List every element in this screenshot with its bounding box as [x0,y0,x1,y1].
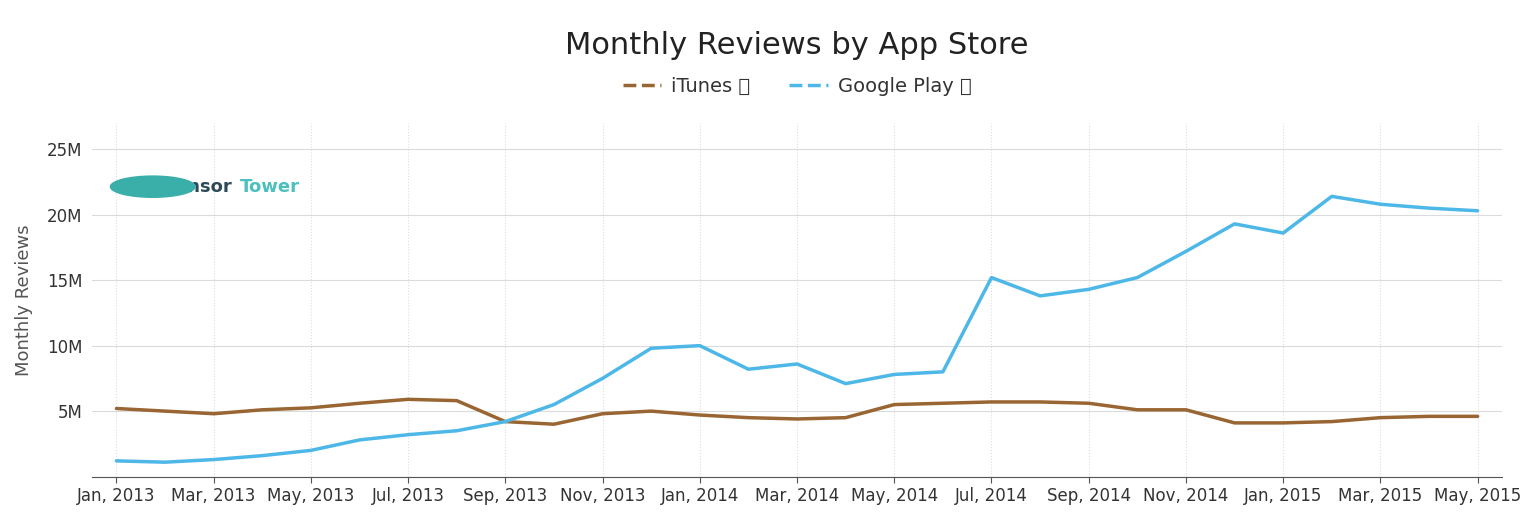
Text: Sensor: Sensor [163,178,233,196]
Legend: iTunes 🍎, Google Play 🤖: iTunes 🍎, Google Play 🤖 [614,69,979,103]
Y-axis label: Monthly Reviews: Monthly Reviews [15,224,32,375]
Title: Monthly Reviews by App Store: Monthly Reviews by App Store [565,31,1029,60]
Text: Tower: Tower [240,178,300,196]
Circle shape [111,176,196,197]
